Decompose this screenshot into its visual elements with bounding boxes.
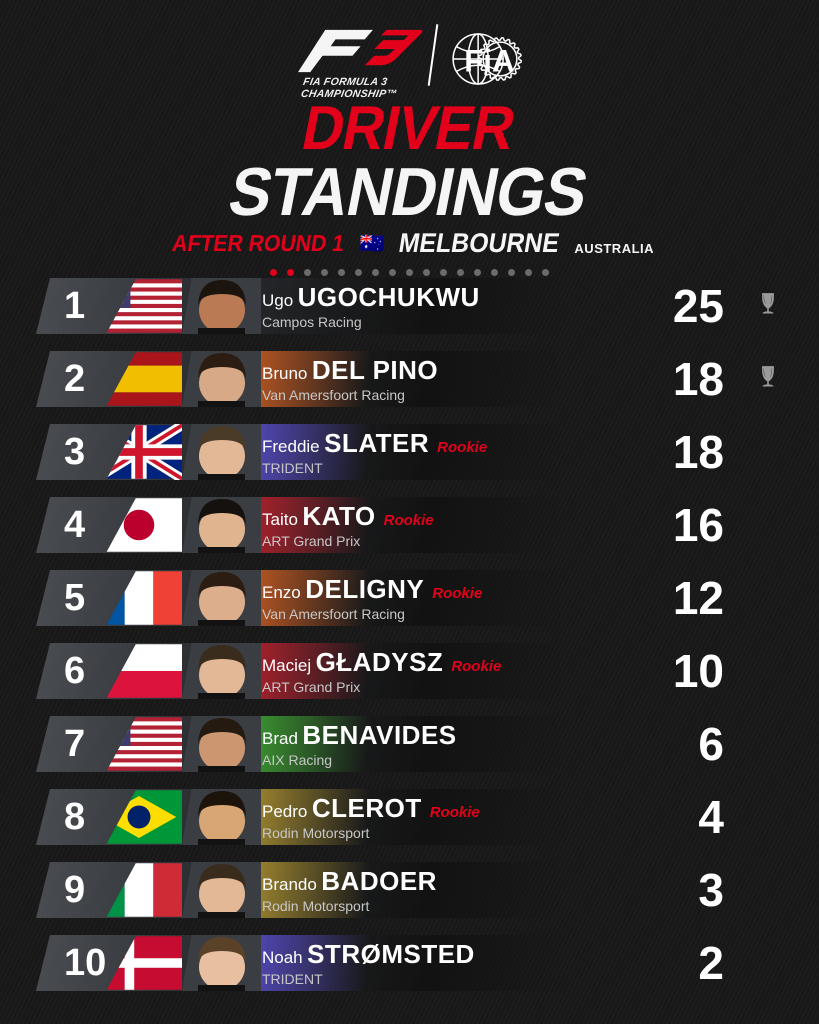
svg-text:FiA: FiA xyxy=(464,44,514,79)
